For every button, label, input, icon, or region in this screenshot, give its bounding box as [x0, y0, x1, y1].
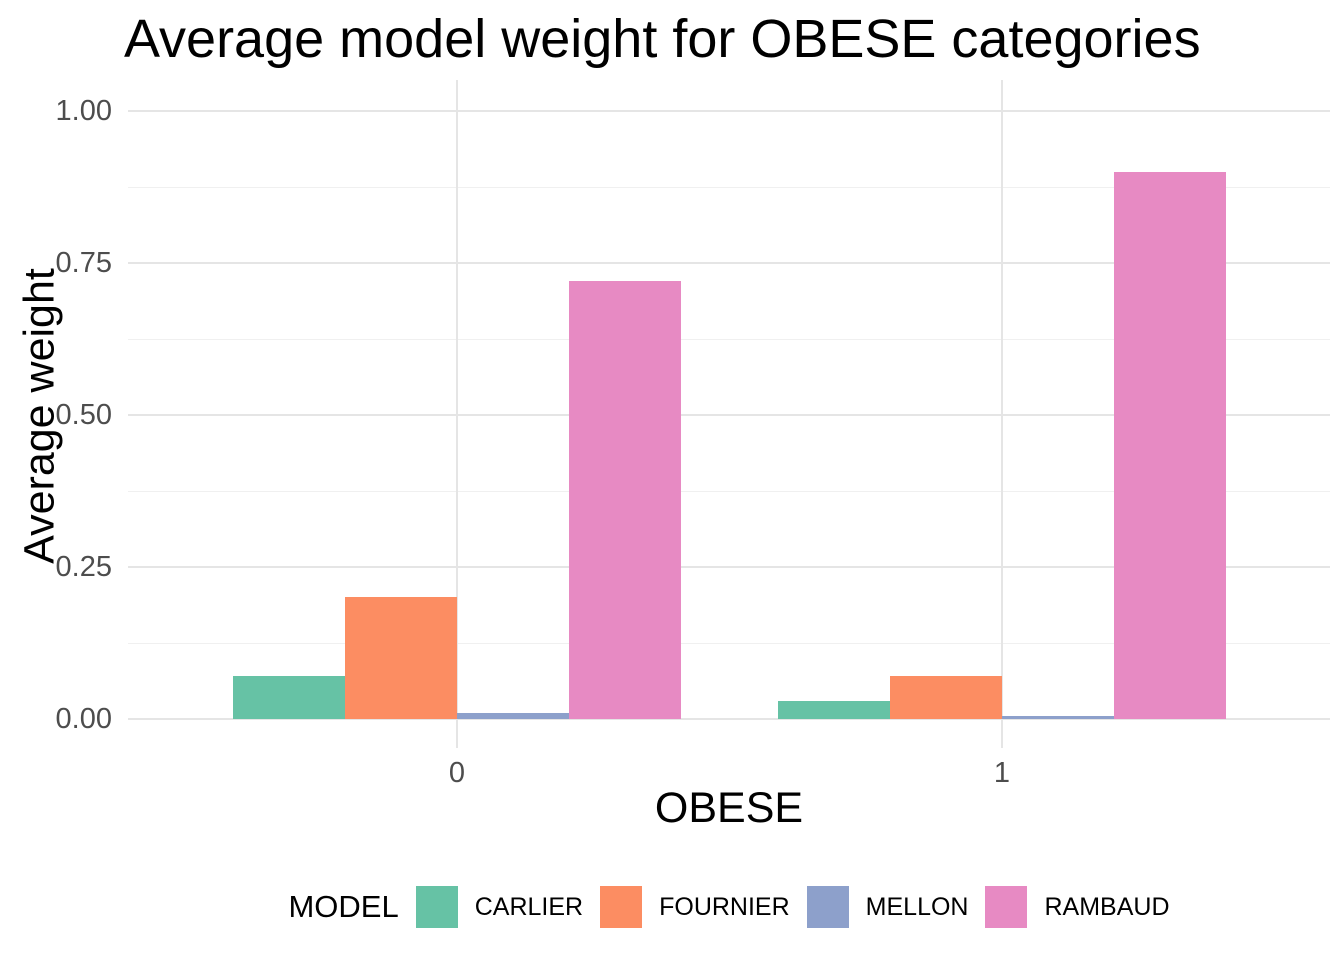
- legend-item-mellon: MELLON: [806, 886, 969, 928]
- bar-rambaud-0: [569, 281, 681, 719]
- gridline-vertical: [1001, 80, 1003, 748]
- y-tick-label: 0.50: [55, 399, 112, 431]
- legend-item-carlier: CARLIER: [415, 886, 584, 928]
- bar-carlier-0: [233, 676, 345, 719]
- gridline-vertical: [456, 80, 458, 748]
- legend-label: FOURNIER: [659, 892, 790, 921]
- y-tick-label: 0.00: [55, 703, 112, 735]
- legend-item-fournier: FOURNIER: [600, 886, 790, 928]
- bar-fournier-0: [345, 597, 457, 719]
- x-tick-label: 0: [448, 757, 466, 789]
- legend-swatch-mellon: [806, 886, 849, 928]
- legend-swatch-carlier: [415, 886, 458, 928]
- gridline-minor: [128, 643, 1330, 644]
- gridline-minor: [128, 187, 1330, 188]
- x-axis-title: OBESE: [654, 784, 804, 832]
- bar-rambaud-1: [1114, 172, 1226, 719]
- x-tick-label: 1: [993, 757, 1011, 789]
- legend-label: CARLIER: [474, 892, 584, 921]
- plot-panel: [128, 80, 1330, 748]
- bar-fournier-1: [890, 676, 1002, 719]
- legend-label: MELLON: [865, 892, 969, 921]
- legend: MODEL CARLIER FOURNIER MELLON RAMBAUD: [128, 884, 1330, 930]
- gridline-major: [128, 566, 1330, 568]
- chart-title: Average model weight for OBESE categorie…: [124, 9, 1201, 69]
- legend-item-rambaud: RAMBAUD: [985, 886, 1170, 928]
- y-axis-tick-labels: 0.00 0.25 0.50 0.75 1.00: [0, 0, 112, 960]
- y-tick-label: 1.00: [55, 95, 112, 127]
- gridline-major: [128, 414, 1330, 416]
- gridline-minor: [128, 491, 1330, 492]
- legend-swatch-fournier: [600, 886, 643, 928]
- y-tick-label: 0.25: [55, 551, 112, 583]
- bar-carlier-1: [778, 701, 890, 719]
- legend-swatch-rambaud: [985, 886, 1028, 928]
- legend-label: RAMBAUD: [1044, 892, 1170, 921]
- gridline-major: [128, 110, 1330, 112]
- y-tick-label: 0.75: [55, 247, 112, 279]
- gridline-major: [128, 718, 1330, 720]
- bar-mellon-0: [457, 713, 569, 719]
- bar-mellon-1: [1002, 716, 1114, 719]
- gridline-major: [128, 262, 1330, 264]
- gridline-minor: [128, 339, 1330, 340]
- legend-title: MODEL: [288, 889, 399, 924]
